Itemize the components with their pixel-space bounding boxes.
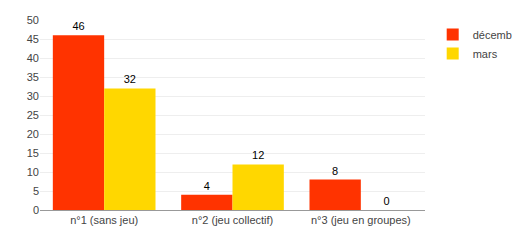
svg-text:25: 25 — [27, 109, 39, 121]
svg-text:46: 46 — [72, 20, 84, 32]
svg-text:35: 35 — [27, 71, 39, 83]
svg-text:10: 10 — [27, 166, 39, 178]
svg-text:décemb: décemb — [473, 29, 512, 41]
svg-text:n°2 (jeu collectif): n°2 (jeu collectif) — [192, 214, 273, 226]
svg-text:5: 5 — [33, 185, 39, 197]
svg-text:32: 32 — [124, 73, 136, 85]
svg-text:20: 20 — [27, 128, 39, 140]
svg-text:45: 45 — [27, 33, 39, 45]
svg-text:8: 8 — [332, 165, 338, 177]
svg-text:50: 50 — [27, 14, 39, 26]
svg-text:n°3 (jeu en groupes): n°3 (jeu en groupes) — [311, 214, 411, 226]
svg-text:0: 0 — [33, 204, 39, 216]
svg-text:40: 40 — [27, 52, 39, 64]
svg-text:mars: mars — [473, 48, 498, 60]
svg-text:15: 15 — [27, 147, 39, 159]
svg-text:4: 4 — [204, 180, 210, 192]
svg-text:30: 30 — [27, 90, 39, 102]
svg-text:12: 12 — [252, 149, 264, 161]
svg-text:n°1 (sans jeu): n°1 (sans jeu) — [70, 214, 138, 226]
svg-text:0: 0 — [383, 195, 389, 207]
